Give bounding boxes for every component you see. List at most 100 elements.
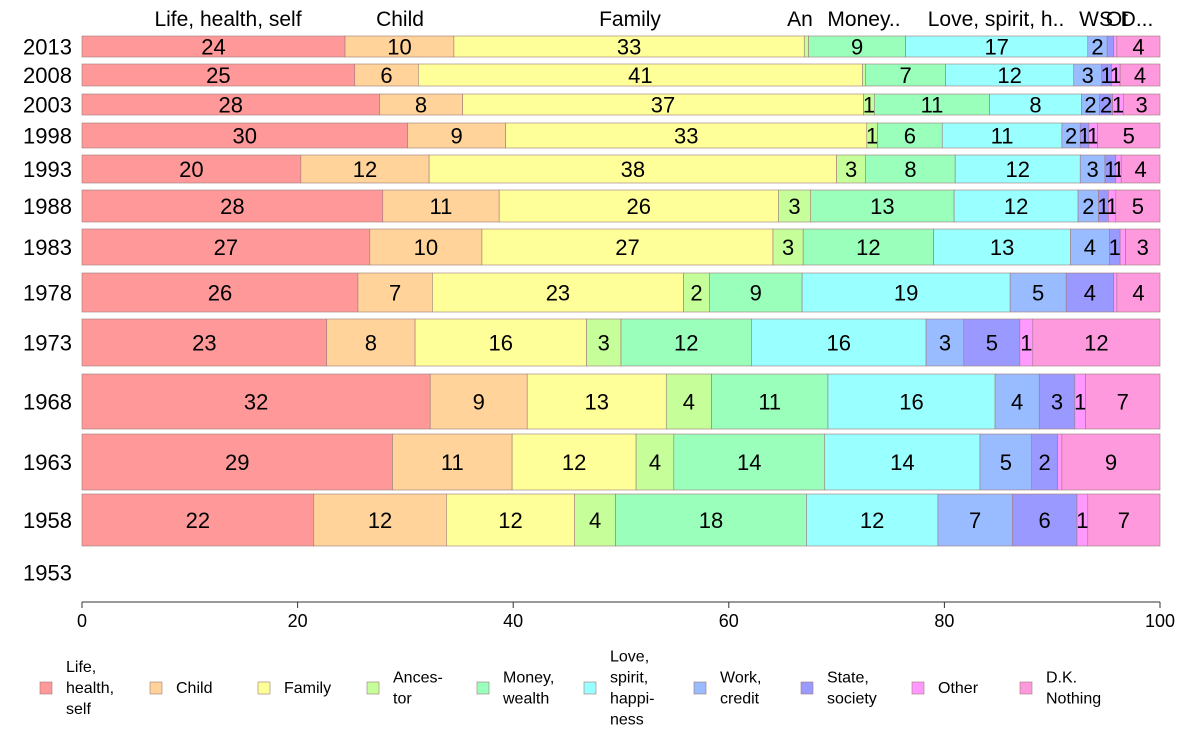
x-tick-label: 20 bbox=[288, 611, 308, 631]
bar-segment-money bbox=[615, 493, 807, 547]
legend-swatch bbox=[366, 681, 380, 695]
segment-label: 3 bbox=[1087, 157, 1099, 182]
segment-label: 9 bbox=[473, 390, 485, 415]
bar-segment-state bbox=[1031, 433, 1058, 491]
segment-label: 6 bbox=[1039, 508, 1051, 533]
segment-label: 28 bbox=[220, 194, 244, 219]
bar-segment-family bbox=[428, 154, 837, 184]
bar-segment-money bbox=[877, 122, 943, 149]
segment-label: 12 bbox=[353, 157, 377, 182]
bar-segment-work bbox=[979, 433, 1033, 491]
top-label: S bbox=[1099, 8, 1113, 31]
year-label: 1993 bbox=[23, 157, 72, 182]
x-tick-label: 0 bbox=[77, 611, 87, 631]
segment-label: 4 bbox=[1134, 157, 1146, 182]
segment-label: 1 bbox=[1087, 124, 1099, 149]
top-label: Family bbox=[599, 8, 661, 31]
segment-label: 20 bbox=[179, 157, 203, 182]
segment-label: 4 bbox=[589, 508, 601, 533]
bar-row: 23 8 16 3 12 16 3 5 1 12 bbox=[81, 318, 1161, 367]
year-label: 1978 bbox=[23, 281, 72, 306]
segment-label: 16 bbox=[489, 331, 513, 356]
bar-segment-work bbox=[1009, 272, 1067, 313]
bar-segment-dk bbox=[1097, 122, 1161, 149]
bar-segment-other bbox=[1057, 433, 1063, 491]
segment-label: 17 bbox=[984, 35, 1008, 60]
segment-label: 8 bbox=[365, 331, 377, 356]
bar-segment-ancestor bbox=[778, 189, 812, 223]
segment-label: 4 bbox=[1132, 35, 1144, 60]
year-label: 2003 bbox=[23, 93, 72, 118]
segment-label: 6 bbox=[904, 124, 916, 149]
segment-label: 8 bbox=[415, 93, 427, 118]
bar-segment-ancestor bbox=[574, 493, 616, 547]
segment-label: 3 bbox=[598, 331, 610, 356]
bar-row: 29 11 12 4 14 14 5 2 9 bbox=[81, 433, 1161, 491]
segment-label: 7 bbox=[899, 63, 911, 88]
segment-label: 1 bbox=[1078, 124, 1090, 149]
bar-row: 28 11 26 3 13 12 2 11 5 bbox=[81, 189, 1161, 223]
segment-label: 2 bbox=[1082, 194, 1094, 219]
legend-item-other: Other bbox=[911, 680, 979, 697]
segment-label: 12 bbox=[562, 450, 586, 475]
segment-label: 12 bbox=[1084, 331, 1108, 356]
segment-label: 16 bbox=[827, 331, 851, 356]
legend-swatch bbox=[583, 681, 597, 695]
segment-label: 12 bbox=[1005, 157, 1029, 182]
year-label: 1973 bbox=[23, 331, 72, 356]
legend-swatch bbox=[476, 681, 490, 695]
segment-label: 37 bbox=[651, 93, 675, 118]
legend-label: Other bbox=[938, 680, 979, 697]
legend-item-money: Money, wealth bbox=[476, 670, 554, 708]
segment-label: 8 bbox=[1029, 93, 1041, 118]
segment-label: 33 bbox=[617, 35, 641, 60]
bar-segment-ancestor bbox=[862, 63, 867, 87]
segment-label: 27 bbox=[214, 235, 238, 260]
top-label: D... bbox=[1121, 8, 1154, 31]
segment-label: 4 bbox=[1084, 235, 1096, 260]
segment-label: 2 bbox=[1039, 450, 1051, 475]
bar-segment-life bbox=[81, 154, 302, 184]
bar-segment-child bbox=[369, 228, 483, 266]
segment-label: 13 bbox=[870, 194, 894, 219]
bar-segment-state bbox=[963, 318, 1021, 367]
segment-label: 33 bbox=[674, 124, 698, 149]
legend-label: spirit, bbox=[610, 670, 648, 687]
segment-label: 10 bbox=[387, 35, 411, 60]
segment-label: 3 bbox=[1137, 235, 1149, 260]
segment-label: 2 bbox=[1065, 124, 1077, 149]
segment-label: 1 bbox=[1104, 157, 1116, 182]
segment-label: 1 bbox=[1110, 63, 1122, 88]
bar-segment-dk bbox=[1116, 35, 1161, 58]
bar-row: 20 12 38 3 8 12 3 11 4 bbox=[81, 154, 1161, 184]
segment-label: 3 bbox=[1082, 63, 1094, 88]
segment-label: 6 bbox=[380, 63, 392, 88]
legend-label: health, bbox=[66, 680, 114, 697]
bar-segment-money bbox=[802, 228, 934, 266]
bar-segment-love bbox=[933, 228, 1071, 266]
bar-segment-love bbox=[806, 493, 939, 547]
legend-label: Life, bbox=[66, 659, 96, 676]
segment-label: 14 bbox=[890, 450, 914, 475]
segment-label: 30 bbox=[233, 124, 257, 149]
segment-label: 2 bbox=[690, 281, 702, 306]
bars: 24 10 33 9 17 2 425 6 41 7 12 3 11 428 8 37 1 11 8 2 2 1 330 9 3… bbox=[81, 35, 1161, 547]
bar-segment-state bbox=[1106, 35, 1114, 58]
bar-segment-family bbox=[511, 433, 637, 491]
segment-label: 5 bbox=[1132, 194, 1144, 219]
segment-label: 1 bbox=[1106, 194, 1118, 219]
segment-label: 12 bbox=[1004, 194, 1028, 219]
legend-label: credit bbox=[720, 691, 760, 708]
bar-segment-ancestor bbox=[772, 228, 804, 266]
bar-segment-ancestor bbox=[683, 272, 710, 313]
bar-segment-money bbox=[711, 373, 829, 430]
segment-label: 11 bbox=[441, 450, 464, 475]
top-label: An bbox=[787, 8, 813, 31]
legend-label: State, bbox=[827, 670, 869, 687]
segment-label: 9 bbox=[750, 281, 762, 306]
bar-segment-dk bbox=[1061, 433, 1161, 491]
year-label: 1953 bbox=[23, 561, 72, 586]
bar-segment-work bbox=[994, 373, 1040, 430]
year-label: 1998 bbox=[23, 124, 72, 149]
bar-segment-child bbox=[407, 122, 506, 149]
